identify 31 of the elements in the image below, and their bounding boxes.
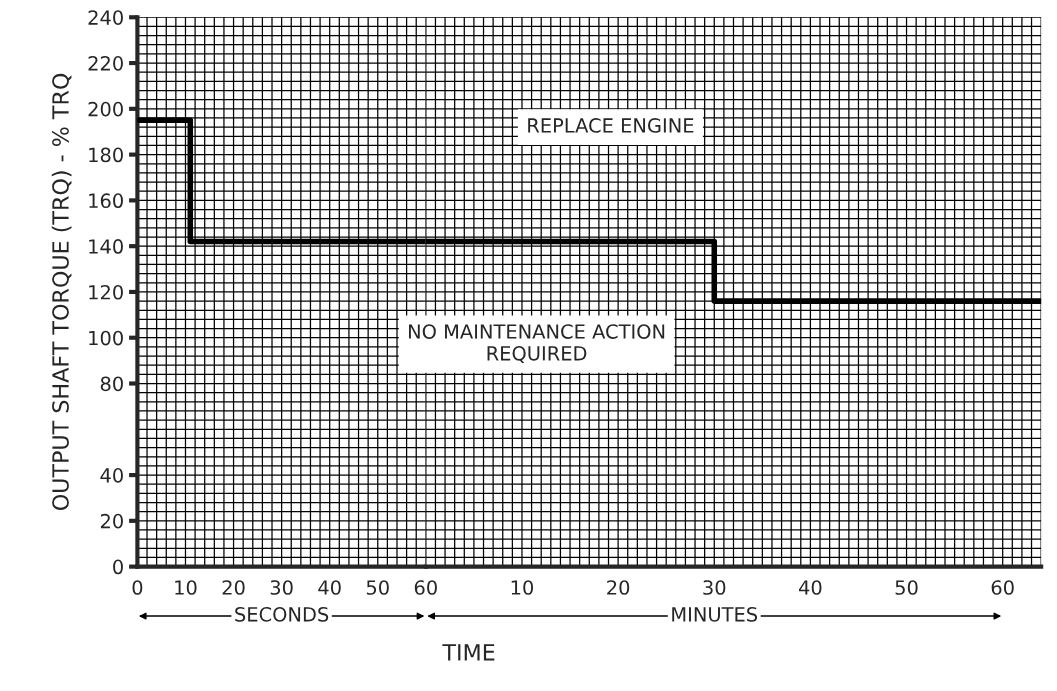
annotation: REPLACE ENGINE: [528, 118, 694, 133]
x-tick-label: 60: [991, 580, 1014, 595]
y-tick-label: 240: [88, 10, 123, 25]
x-axis-title: TIME: [442, 644, 495, 661]
x-tick-label: 50: [895, 580, 918, 595]
y-tick-label: 180: [89, 147, 123, 163]
y-tick-label: 100: [89, 330, 123, 346]
y-tick-label: 40: [100, 468, 123, 483]
y-tick-label: 0: [113, 559, 123, 575]
x-tick-label: 40: [318, 580, 341, 595]
x-tick-label: 50: [366, 580, 389, 595]
x-tick-label: 30: [703, 580, 726, 595]
y-tick-label: 20: [100, 513, 123, 529]
x-tick-label: 0: [132, 580, 143, 595]
x-tick-label: 10: [511, 580, 534, 595]
y-tick-label: 120: [89, 284, 123, 300]
x-tick-label: 20: [222, 580, 245, 595]
y-tick-label: 140: [89, 239, 123, 254]
x-tick-label: 20: [607, 580, 630, 595]
y-tick-label: 160: [89, 193, 123, 209]
x-tick-label: 60: [414, 580, 437, 595]
y-tick-label: 80: [100, 376, 123, 392]
annotation: NO MAINTENANCE ACTION REQUIRED: [409, 324, 665, 363]
y-tick-label: 200: [88, 101, 123, 117]
text: MINUTES: [672, 607, 758, 622]
text: SECONDS: [235, 607, 329, 622]
x-tick-label: 10: [175, 580, 197, 595]
y-tick-label: 220: [88, 56, 123, 71]
x-tick-label: 30: [270, 580, 293, 595]
y-axis-title: OUTPUT SHAFT TORQUE (TRQ) - % TRQ: [51, 73, 72, 511]
x-tick-label: 40: [798, 580, 822, 595]
